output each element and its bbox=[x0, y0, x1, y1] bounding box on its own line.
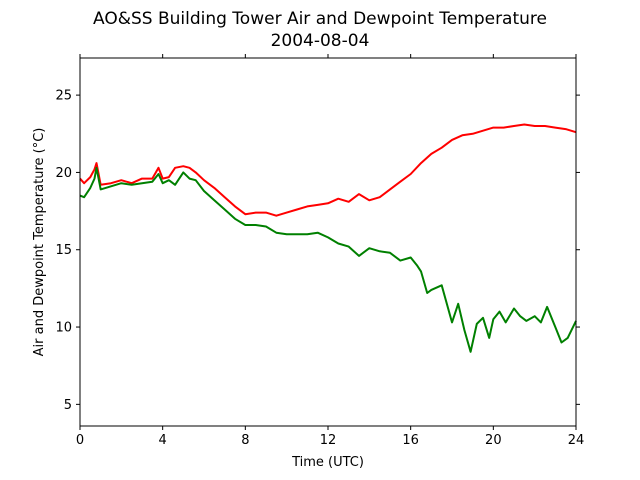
series-layer bbox=[79, 123, 577, 353]
x-axis-label: Time (UTC) bbox=[291, 455, 364, 470]
y-tick-label: 25 bbox=[55, 89, 72, 104]
y-tick-label: 5 bbox=[64, 398, 72, 413]
y-tick-label: 20 bbox=[55, 166, 72, 181]
x-tick-label: 16 bbox=[402, 433, 419, 448]
x-tick-label: 12 bbox=[320, 433, 337, 448]
y-tick-label: 15 bbox=[55, 243, 72, 258]
x-tick-label: 4 bbox=[159, 433, 167, 448]
x-tick-label: 8 bbox=[241, 433, 249, 448]
y-tick-label: 10 bbox=[55, 321, 72, 336]
series-line-0 bbox=[79, 123, 577, 217]
x-tick-label: 20 bbox=[485, 433, 502, 448]
x-tick-label: 24 bbox=[568, 433, 585, 448]
series-line-1 bbox=[79, 166, 577, 353]
y-axis-ticks: 5 10 15 20 25 bbox=[55, 89, 580, 413]
x-tick-label: 0 bbox=[76, 433, 84, 448]
chart-subtitle: 2004-08-04 bbox=[271, 31, 370, 51]
y-axis-label: Air and Dewpoint Temperature (°C) bbox=[32, 128, 47, 357]
plot-frame bbox=[79, 57, 577, 427]
chart-title: AO&SS Building Tower Air and Dewpoint Te… bbox=[93, 9, 547, 29]
x-axis-ticks: 0 4 8 12 16 20 24 bbox=[76, 54, 584, 448]
